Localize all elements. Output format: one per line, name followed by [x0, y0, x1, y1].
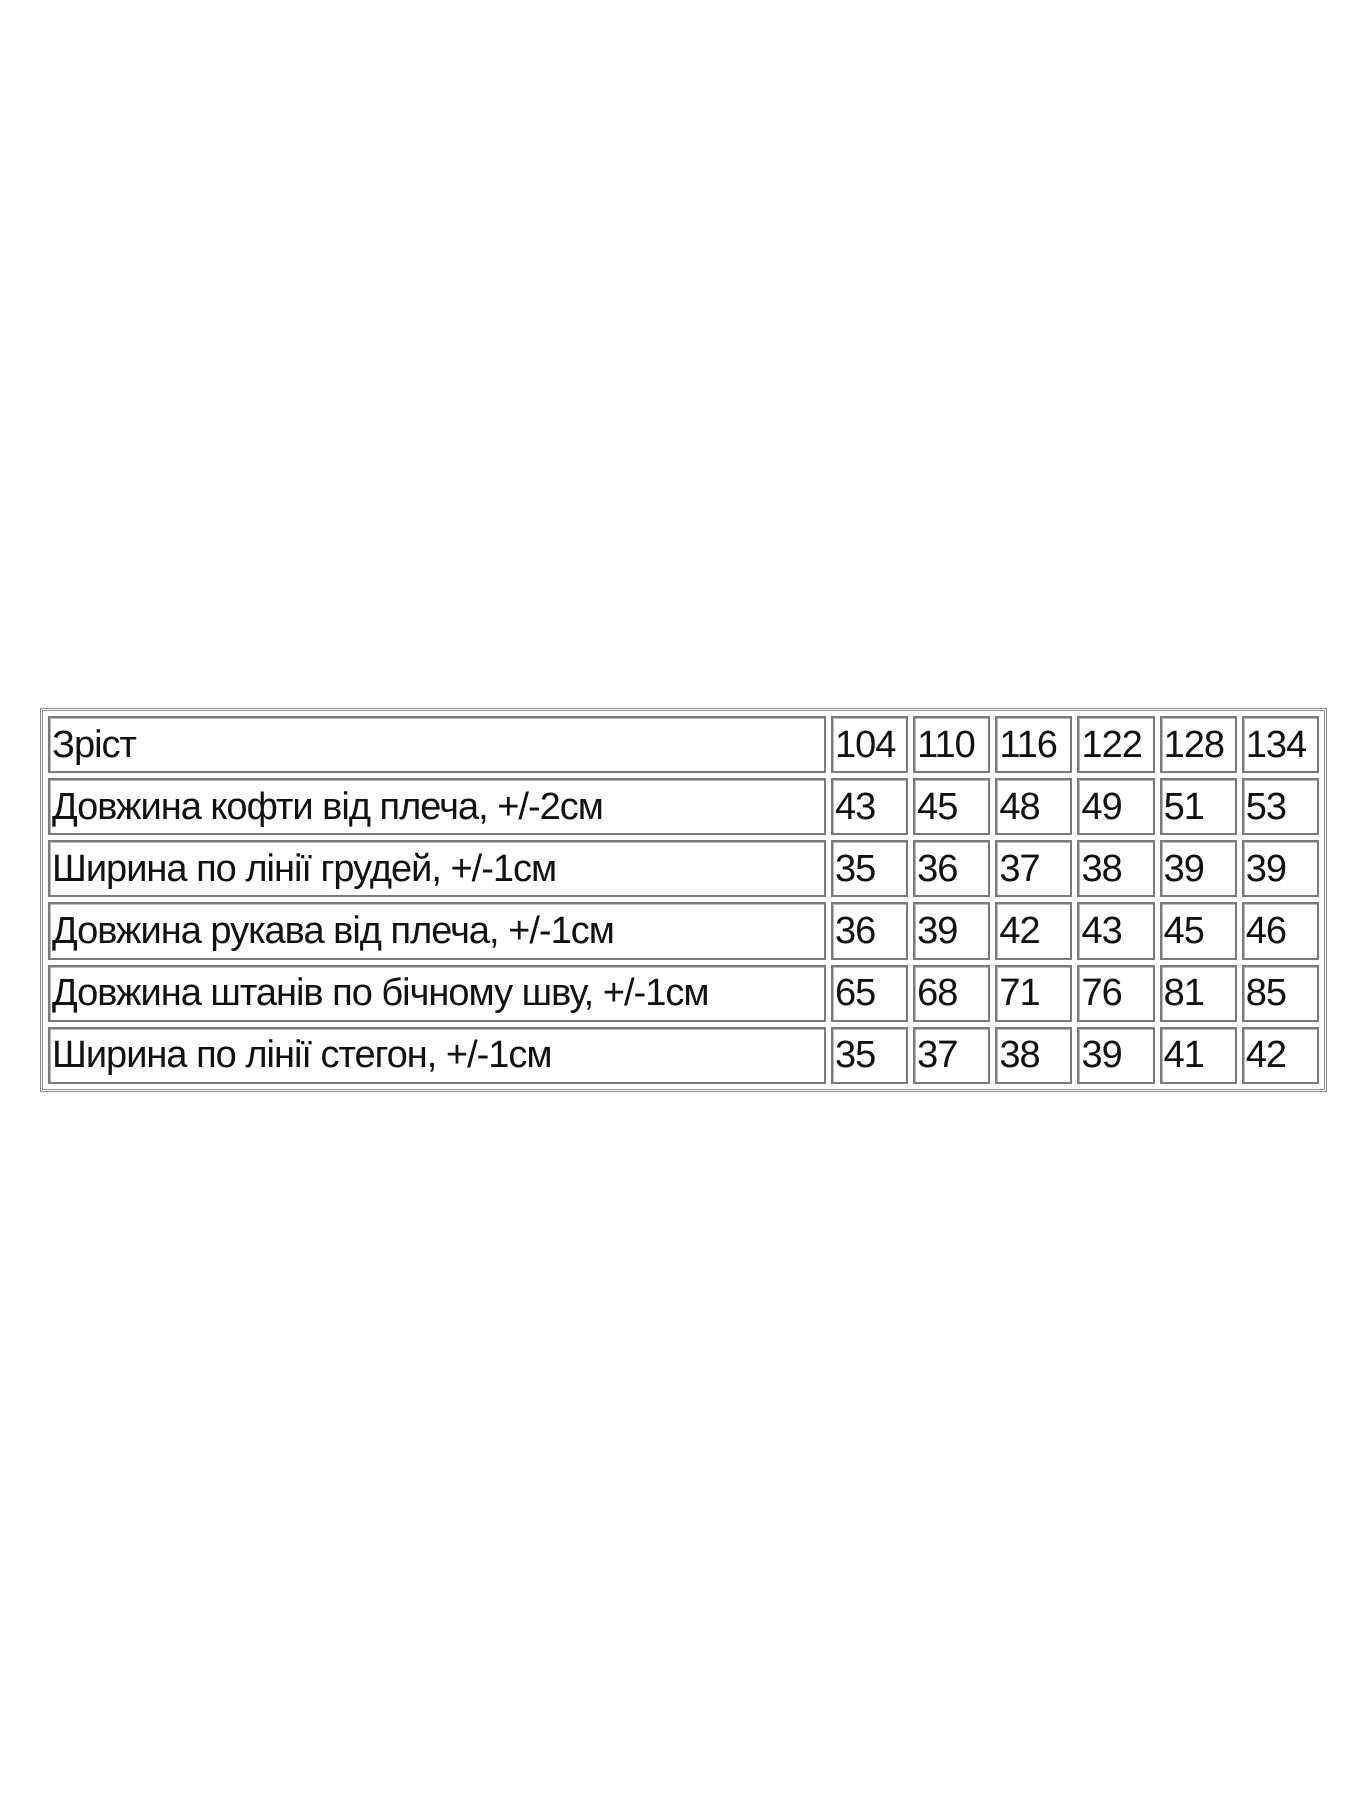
cell-value: 39	[1241, 840, 1319, 898]
cell-value: 49	[1077, 778, 1155, 836]
cell-value: 41	[1159, 1026, 1237, 1084]
table-row: Ширина по лінії стегон, +/-1см 35 37 38 39 41…	[48, 1026, 1319, 1084]
table-row: Довжина кофти від плеча, +/-2см 43 45 48 49 5…	[48, 778, 1319, 836]
cell-value: 39	[1159, 840, 1237, 898]
row-label: Зріст	[48, 716, 826, 774]
cell-value: 68	[913, 964, 991, 1022]
cell-value: 39	[913, 902, 991, 960]
row-label: Довжина рукава від плеча, +/-1см	[48, 902, 826, 960]
table-row: Довжина рукава від плеча, +/-1см 36 39 42 43…	[48, 902, 1319, 960]
cell-value: 110	[913, 716, 991, 774]
cell-value: 45	[1159, 902, 1237, 960]
cell-value: 53	[1241, 778, 1319, 836]
size-table: Зріст 104 110 116 122 128 134 Довжина кофти від…	[43, 711, 1324, 1089]
cell-value: 35	[831, 1026, 909, 1084]
cell-value: 71	[995, 964, 1073, 1022]
cell-value: 51	[1159, 778, 1237, 836]
cell-value: 134	[1241, 716, 1319, 774]
cell-value: 37	[995, 840, 1073, 898]
cell-value: 43	[1077, 902, 1155, 960]
row-label: Довжина штанів по бічному шву, +/-1см	[48, 964, 826, 1022]
cell-value: 43	[831, 778, 909, 836]
row-label: Ширина по лінії грудей, +/-1см	[48, 840, 826, 898]
row-label: Ширина по лінії стегон, +/-1см	[48, 1026, 826, 1084]
table-row: Ширина по лінії грудей, +/-1см 35 36 37 38 39…	[48, 840, 1319, 898]
cell-value: 45	[913, 778, 991, 836]
cell-value: 36	[913, 840, 991, 898]
cell-value: 85	[1241, 964, 1319, 1022]
cell-value: 116	[995, 716, 1073, 774]
cell-value: 46	[1241, 902, 1319, 960]
cell-value: 48	[995, 778, 1073, 836]
cell-value: 104	[831, 716, 909, 774]
cell-value: 38	[1077, 840, 1155, 898]
cell-value: 42	[1241, 1026, 1319, 1084]
cell-value: 38	[995, 1026, 1073, 1084]
header-row: Зріст 104 110 116 122 128 134	[48, 716, 1319, 774]
cell-value: 36	[831, 902, 909, 960]
cell-value: 128	[1159, 716, 1237, 774]
row-label: Довжина кофти від плеча, +/-2см	[48, 778, 826, 836]
table-row: Довжина штанів по бічному шву, +/-1см 65 6…	[48, 964, 1319, 1022]
cell-value: 35	[831, 840, 909, 898]
cell-value: 122	[1077, 716, 1155, 774]
cell-value: 39	[1077, 1026, 1155, 1084]
cell-value: 76	[1077, 964, 1155, 1022]
cell-value: 81	[1159, 964, 1237, 1022]
cell-value: 37	[913, 1026, 991, 1084]
size-chart-table: Зріст 104 110 116 122 128 134 Довжина кофти від…	[40, 708, 1327, 1092]
cell-value: 65	[831, 964, 909, 1022]
cell-value: 42	[995, 902, 1073, 960]
